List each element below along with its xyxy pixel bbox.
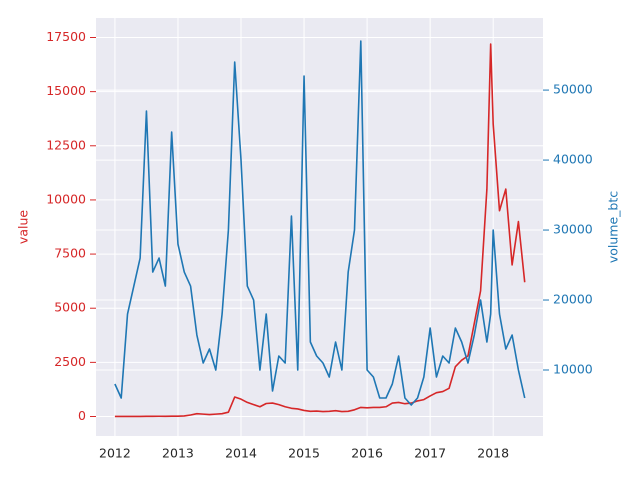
y2-tick-label: 50000	[553, 82, 593, 97]
y-tick-label: 12500	[46, 137, 86, 152]
x-tick-label: 2015	[288, 446, 320, 461]
y-tick-label: 17500	[46, 29, 86, 44]
y-axis-label: value	[16, 210, 31, 244]
y-tick-label: 2500	[54, 354, 86, 369]
y2-tick-label: 40000	[553, 152, 593, 167]
y-tick-label: 7500	[54, 246, 86, 261]
x-tick-label: 2014	[225, 446, 257, 461]
plot-area	[96, 18, 543, 436]
y-tick-label: 0	[78, 408, 86, 423]
y2-tick-label: 10000	[553, 362, 593, 377]
y-tick-label: 5000	[54, 300, 86, 315]
y2-axis-label: volume_btc	[606, 191, 621, 263]
x-tick-label: 2017	[414, 446, 446, 461]
y2-tick-label: 30000	[553, 222, 593, 237]
x-tick-label: 2016	[351, 446, 383, 461]
y-tick-label: 10000	[46, 191, 86, 206]
x-tick-label: 2012	[99, 446, 131, 461]
series-line	[114, 43, 526, 418]
x-tick-label: 2018	[477, 446, 509, 461]
x-tick-label: 2013	[162, 446, 194, 461]
y2-tick-label: 20000	[553, 292, 593, 307]
series-line	[114, 40, 526, 406]
y-tick-label: 15000	[46, 83, 86, 98]
